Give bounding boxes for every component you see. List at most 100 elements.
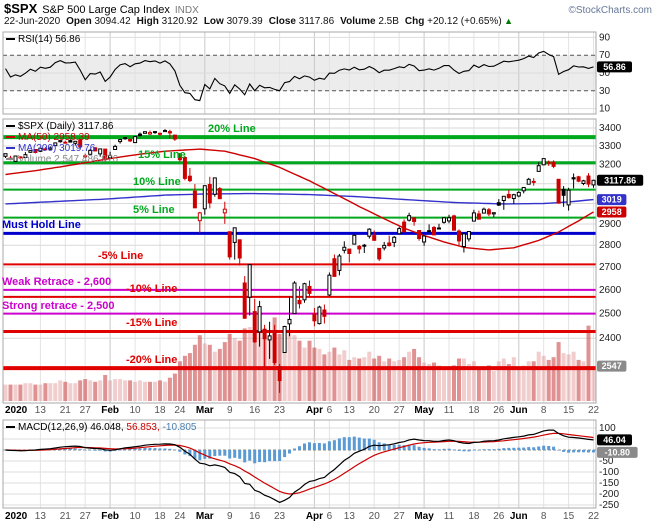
svg-text:Apr: Apr: [306, 511, 323, 522]
svg-text:13: 13: [35, 511, 47, 522]
annotation-label: 10% Line: [133, 175, 181, 188]
stat-open: Open 3094.42: [66, 16, 131, 27]
svg-text:20: 20: [369, 405, 381, 416]
svg-text:Mar: Mar: [196, 511, 214, 522]
price-legend-item-1: MA(50) 2958.39: [6, 132, 118, 143]
legend-swatch-icon: [6, 147, 15, 150]
annotation-label: -5% Line: [98, 250, 144, 263]
svg-text:-150: -150: [599, 478, 619, 489]
svg-text:3400: 3400: [599, 123, 622, 134]
annotation-label: 20% Line: [208, 123, 256, 136]
svg-text:16: 16: [249, 405, 261, 416]
svg-text:2020: 2020: [5, 405, 28, 416]
svg-text:Apr: Apr: [306, 405, 323, 416]
svg-text:8: 8: [541, 511, 547, 522]
svg-text:Feb: Feb: [101, 405, 119, 416]
legend-swatch-icon: [6, 38, 15, 41]
svg-text:9: 9: [227, 405, 233, 416]
svg-text:18: 18: [468, 405, 480, 416]
svg-text:13: 13: [35, 405, 47, 416]
macd-legend: MACD(12,26,9) 46.048, 56.853, -10.805: [6, 422, 196, 433]
rsi-legend: RSI(14) 56.86: [6, 34, 80, 45]
price-legend-item-0: $SPX (Daily) 3117.86: [6, 121, 118, 132]
svg-text:13: 13: [344, 511, 356, 522]
stat-volume: Volume 2.5B: [340, 16, 399, 27]
stat-chg: Chg +20.12 (+0.65%) ▲: [404, 16, 514, 27]
svg-text:46.04: 46.04: [603, 435, 626, 445]
svg-text:9: 9: [227, 511, 233, 522]
svg-text:2700: 2700: [599, 262, 622, 273]
exchange-label: INDX: [174, 5, 199, 16]
svg-text:10: 10: [129, 511, 141, 522]
svg-text:6: 6: [327, 511, 333, 522]
price-legend-item-2: MA(200) 3019.76: [6, 143, 118, 154]
legend-swatch-icon: [6, 158, 15, 161]
svg-text:-200: -200: [599, 489, 619, 500]
svg-text:3019: 3019: [602, 195, 622, 205]
source-credit: ©StockCharts.com: [568, 5, 652, 16]
annotation-label: 15% Line: [138, 148, 186, 161]
svg-text:-10.80: -10.80: [605, 447, 631, 457]
svg-text:Mar: Mar: [196, 405, 214, 416]
svg-text:18: 18: [154, 511, 166, 522]
annotation-label: -15% Line: [126, 317, 178, 330]
svg-text:3200: 3200: [599, 160, 622, 171]
svg-text:2020: 2020: [5, 511, 28, 522]
macd-legend-label: MACD(12,26,9) 46.048, 56.853, -10.805: [6, 422, 196, 433]
legend-swatch-icon: [6, 136, 15, 139]
annotation-label: Strong retrace - 2,500: [2, 299, 115, 312]
svg-text:27: 27: [80, 511, 92, 522]
legend-swatch-icon: [6, 426, 15, 429]
rsi-legend-label: RSI(14) 56.86: [6, 34, 80, 45]
svg-text:15: 15: [563, 511, 575, 522]
svg-text:13: 13: [344, 405, 356, 416]
header-title-row: $SPX S&P 500 Large Cap Index INDX ©Stock…: [4, 1, 652, 16]
svg-text:24: 24: [174, 511, 186, 522]
svg-text:90: 90: [599, 32, 611, 43]
svg-text:26: 26: [493, 405, 505, 416]
svg-text:Feb: Feb: [101, 511, 119, 522]
annotation-label: -10% Line: [126, 282, 178, 295]
svg-text:11: 11: [444, 511, 455, 522]
svg-text:21: 21: [60, 511, 72, 522]
svg-text:10: 10: [129, 405, 141, 416]
annotation-label: -20% Line: [126, 354, 178, 367]
chart-header: $SPX S&P 500 Large Cap Index INDX ©Stock…: [4, 1, 652, 27]
svg-text:16: 16: [249, 511, 261, 522]
svg-text:Jun: Jun: [510, 511, 528, 522]
svg-text:70: 70: [599, 50, 611, 61]
svg-text:23: 23: [274, 511, 286, 522]
annotation-label: 5% Line: [133, 203, 175, 216]
svg-text:2800: 2800: [599, 240, 622, 251]
svg-text:2400: 2400: [599, 333, 622, 344]
chart-date: 22-Jun-2020: [4, 16, 61, 27]
svg-text:15: 15: [563, 405, 575, 416]
annotation-label: Weak Retrace - 2,600: [2, 275, 112, 288]
price-legend: $SPX (Daily) 3117.86 MA(50) 2958.39 MA(200…: [6, 121, 118, 165]
svg-text:-250: -250: [599, 500, 619, 511]
svg-text:50: 50: [599, 68, 611, 79]
svg-text:May: May: [414, 405, 434, 416]
header-quote-row: 22-Jun-2020 Open 3094.42 High 3120.92 Low 3…: [4, 16, 652, 27]
svg-text:3117.86: 3117.86: [604, 175, 636, 185]
svg-text:18: 18: [154, 405, 166, 416]
legend-swatch-icon: [6, 125, 15, 128]
svg-text:100: 100: [599, 423, 616, 434]
svg-text:18: 18: [468, 511, 480, 522]
svg-text:3300: 3300: [599, 141, 622, 152]
svg-text:2500: 2500: [599, 309, 622, 320]
svg-text:-100: -100: [599, 467, 619, 478]
svg-text:56.86: 56.86: [603, 62, 626, 72]
svg-text:10: 10: [599, 104, 611, 115]
stat-low: Low 3079.39: [203, 16, 263, 27]
svg-text:-50: -50: [599, 456, 614, 467]
svg-text:27: 27: [394, 511, 406, 522]
svg-text:Jun: Jun: [510, 405, 528, 416]
index-name: S&P 500 Large Cap Index: [42, 4, 170, 16]
svg-text:24: 24: [174, 405, 186, 416]
svg-text:2958: 2958: [602, 207, 622, 217]
svg-text:May: May: [414, 511, 434, 522]
svg-text:21: 21: [60, 405, 72, 416]
svg-text:30: 30: [599, 86, 611, 97]
